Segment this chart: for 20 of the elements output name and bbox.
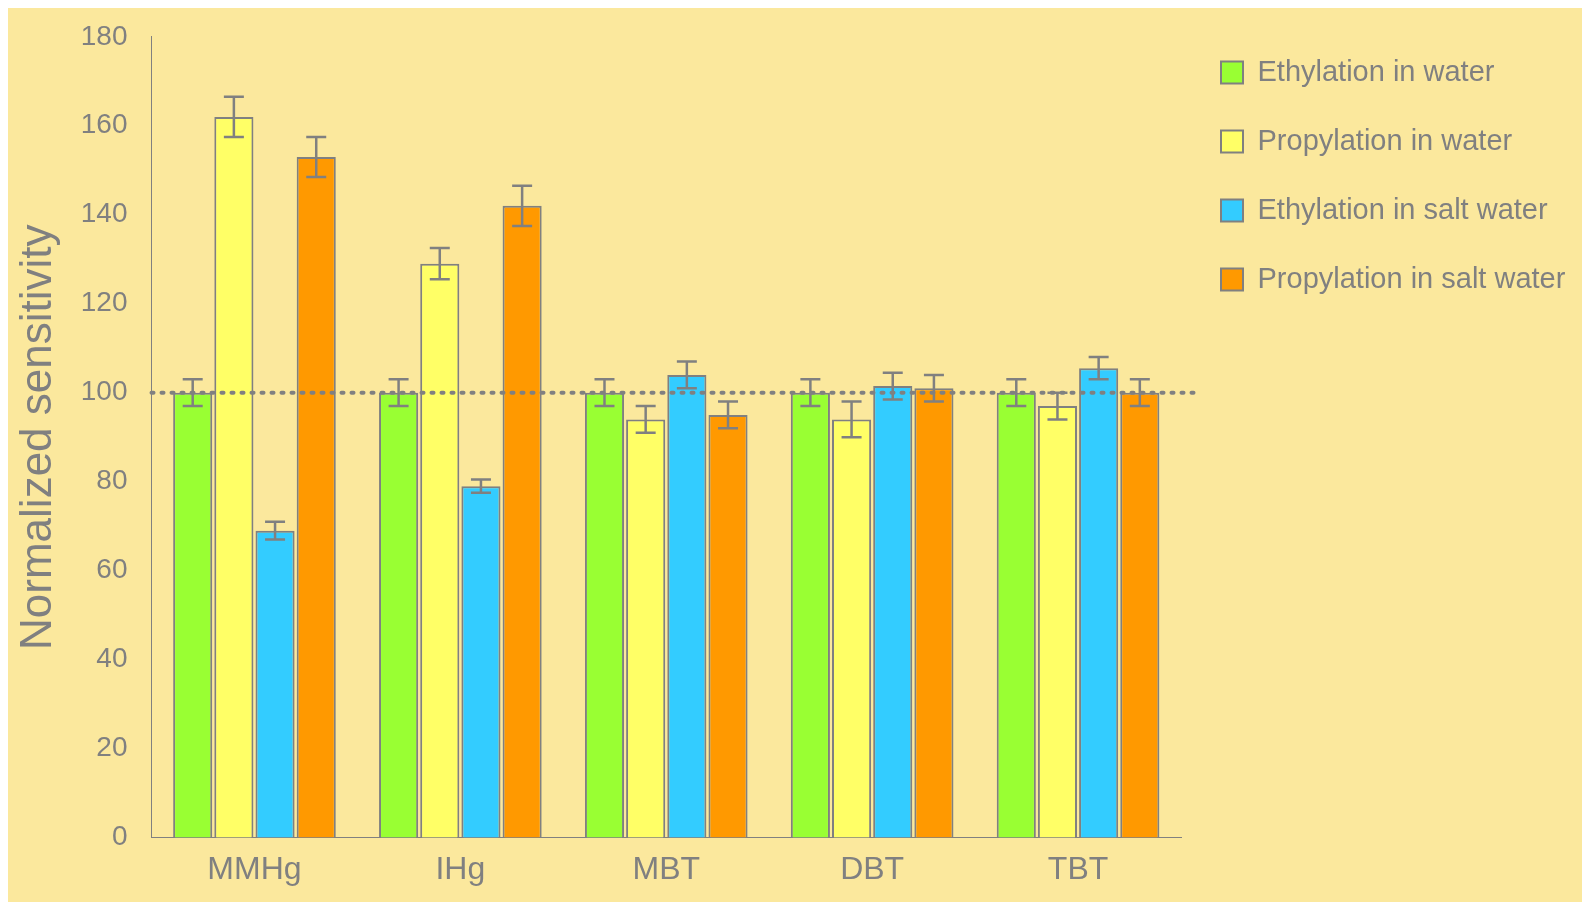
legend-label: Ethylation in water [1257, 54, 1495, 87]
y-tick-label: 180 [80, 19, 128, 51]
y-tick-label: 80 [96, 464, 128, 496]
y-tick-label: 160 [80, 108, 128, 140]
y-tick-label: 60 [96, 553, 128, 585]
y-tick-label: 120 [80, 286, 128, 318]
y-tick-label: 0 [111, 820, 128, 852]
x-tick-label: MMHg [207, 849, 302, 886]
y-tick-label: 140 [80, 197, 128, 229]
x-tick-label: IHg [435, 849, 486, 886]
x-tick-label: TBT [1047, 849, 1109, 886]
legend-label: Propylation in salt water [1257, 261, 1566, 294]
y-axis-title: Normalized sensitivity [10, 224, 60, 650]
x-tick-label: MBT [632, 849, 701, 886]
y-tick-label: 20 [96, 731, 128, 763]
legend-label: Propylation in water [1257, 123, 1513, 156]
y-tick-label: 100 [80, 375, 128, 407]
y-tick-label: 40 [96, 642, 128, 674]
x-tick-label: DBT [840, 849, 905, 886]
legend-label: Ethylation in salt water [1257, 192, 1548, 225]
